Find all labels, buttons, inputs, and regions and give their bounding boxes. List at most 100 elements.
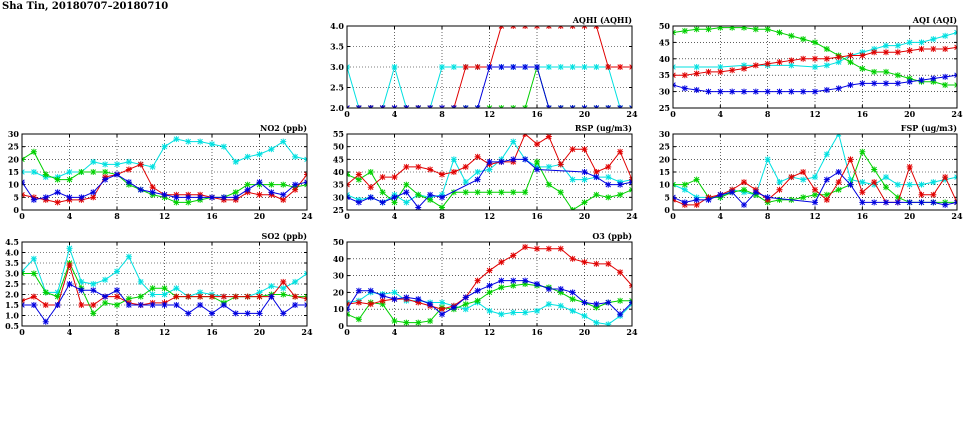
data-point xyxy=(102,176,109,183)
data-point xyxy=(54,199,61,206)
data-point xyxy=(812,64,818,70)
data-point xyxy=(379,199,386,206)
y-tick-label: 15 xyxy=(659,167,670,177)
data-point xyxy=(534,245,540,252)
data-point xyxy=(545,64,552,70)
data-point xyxy=(244,293,251,300)
data-point xyxy=(823,196,830,203)
data-point xyxy=(486,105,493,108)
data-point xyxy=(268,283,275,290)
data-point xyxy=(673,194,676,201)
data-point xyxy=(304,179,307,186)
x-tick-label: 24 xyxy=(301,211,313,221)
data-point xyxy=(379,174,386,181)
plot-frame xyxy=(21,133,308,211)
data-point xyxy=(593,319,600,326)
data-point xyxy=(486,267,493,274)
series-blue xyxy=(22,171,307,203)
data-point xyxy=(557,245,564,252)
data-point xyxy=(244,181,251,188)
data-point xyxy=(256,293,263,300)
series-blue xyxy=(673,169,957,208)
data-point xyxy=(304,171,307,178)
data-point xyxy=(415,296,422,303)
y-tick-label: 30 xyxy=(659,87,671,97)
data-point xyxy=(534,307,540,314)
data-point xyxy=(593,64,600,70)
data-point xyxy=(30,302,37,308)
data-point xyxy=(930,179,937,186)
data-point xyxy=(220,293,227,300)
data-point xyxy=(752,88,759,95)
data-point xyxy=(355,171,362,178)
data-point xyxy=(292,186,299,193)
data-point xyxy=(474,105,481,108)
data-point xyxy=(403,294,410,301)
x-tick-label: 8 xyxy=(765,211,771,221)
y-tick-label: 25 xyxy=(659,103,670,113)
data-point xyxy=(593,169,600,175)
data-point xyxy=(347,194,350,201)
data-point xyxy=(788,88,795,95)
data-point xyxy=(629,105,632,108)
series-line xyxy=(673,171,957,206)
data-point xyxy=(569,307,576,314)
data-point xyxy=(90,287,97,294)
data-point xyxy=(741,179,747,186)
data-point xyxy=(894,42,901,49)
data-point xyxy=(462,179,469,186)
data-point xyxy=(545,134,552,140)
data-point xyxy=(149,291,156,298)
data-point xyxy=(693,70,700,77)
data-point xyxy=(450,169,457,175)
data-point xyxy=(681,85,688,92)
data-point xyxy=(149,302,156,308)
data-point xyxy=(149,189,156,196)
data-point xyxy=(906,39,913,46)
data-point xyxy=(823,55,830,62)
chart-rsp: 0 4 8 12 16 20 24 25 30 35 40 45 50 55 RSP (ug/m3) xyxy=(333,123,638,221)
series-red xyxy=(673,44,957,79)
data-point xyxy=(173,136,180,143)
data-point xyxy=(835,54,842,61)
data-point xyxy=(617,64,624,70)
plot-frame xyxy=(672,133,958,211)
y-tick-label: 30 xyxy=(333,192,345,202)
data-point xyxy=(379,105,386,108)
x-tick-label: 24 xyxy=(626,211,638,221)
data-point xyxy=(681,199,688,206)
x-tick-label: 12 xyxy=(809,211,820,221)
data-point xyxy=(883,42,889,49)
data-point xyxy=(367,301,374,308)
data-point xyxy=(581,146,588,153)
data-point xyxy=(474,277,481,284)
data-point xyxy=(954,29,957,36)
series-red xyxy=(22,262,307,308)
data-point xyxy=(486,289,493,296)
data-point xyxy=(605,64,612,70)
data-point xyxy=(474,287,481,294)
y-tick-label: 2.0 xyxy=(5,290,19,300)
y-tick-label: 3.0 xyxy=(330,62,344,72)
x-tick-label: 20 xyxy=(254,211,266,221)
data-point xyxy=(427,301,434,308)
data-point xyxy=(906,163,913,170)
data-point xyxy=(114,293,120,300)
data-point xyxy=(693,86,700,93)
data-point xyxy=(355,316,362,323)
y-tick-label: 1.5 xyxy=(5,300,19,310)
y-tick-label: 35 xyxy=(659,70,670,80)
data-point xyxy=(185,138,192,145)
data-point xyxy=(522,309,529,316)
y-tick-label: 20 xyxy=(333,287,345,297)
data-point xyxy=(403,189,410,196)
y-tick-label: 5 xyxy=(664,192,670,202)
data-point xyxy=(871,179,878,186)
data-point xyxy=(847,59,854,66)
data-point xyxy=(439,194,445,201)
plot-frame xyxy=(346,25,633,109)
data-point xyxy=(347,306,350,313)
data-point xyxy=(486,282,493,289)
x-tick-label: 4 xyxy=(718,109,724,119)
data-point xyxy=(66,169,73,175)
